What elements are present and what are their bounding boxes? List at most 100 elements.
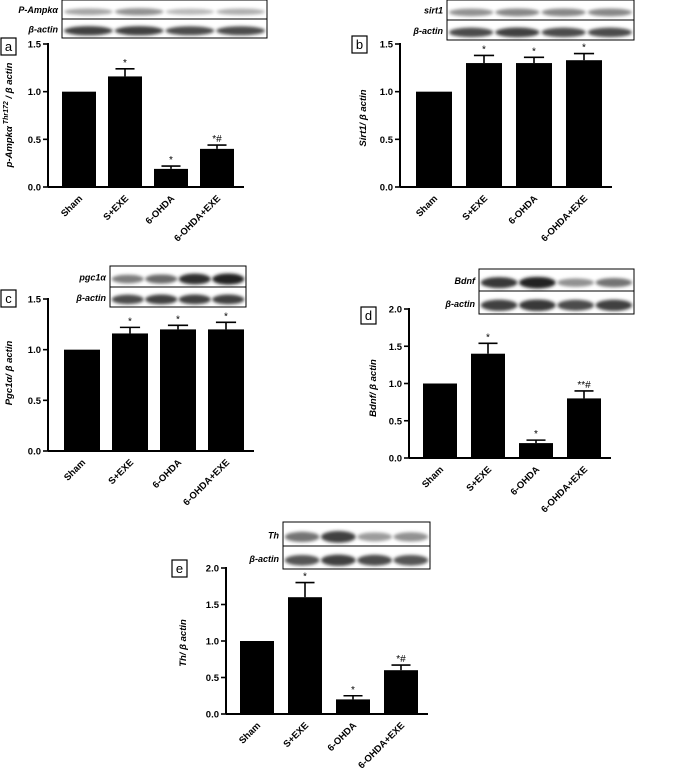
x-tick-label: 6-OHDA <box>507 193 541 227</box>
blot-label-target: P-Ampkα <box>18 5 58 15</box>
blot-band <box>519 276 556 289</box>
blot-band <box>495 27 540 38</box>
blot-label-actin: β-actin <box>248 554 279 564</box>
x-tick-label: S+EXE <box>106 457 136 487</box>
blot-band <box>448 27 494 38</box>
blot-band <box>165 8 215 15</box>
bar-6-ohda <box>336 699 370 714</box>
blot-band <box>495 8 540 17</box>
western-blot-a: P-Ampkα β-actin <box>18 0 268 39</box>
blot-band <box>541 27 586 38</box>
bar-6-ohda-exe <box>566 60 602 187</box>
y-tick-label: 0.0 <box>380 183 393 194</box>
blot-band <box>320 554 356 566</box>
blot-band <box>480 299 518 311</box>
blot-label-actin: β-actin <box>412 26 443 36</box>
blot-band <box>320 531 356 543</box>
bar-s-exe <box>466 63 502 187</box>
bar-6-ohda <box>154 168 188 187</box>
blot-band <box>595 277 633 288</box>
significance-marker: *# <box>212 134 222 145</box>
y-tick-label: 0.0 <box>389 454 402 465</box>
blot-band <box>178 294 211 305</box>
axes-e: 0.0 0.5 1.0 1.5 2.0 Th/ β actin <box>178 564 428 721</box>
panel-b: sirt1 β-actin b 0.0 0.5 1.0 1.5 Sirt1/ β actin S… <box>351 0 635 244</box>
blot-band <box>284 554 320 566</box>
svg-text:c: c <box>5 291 12 306</box>
blot-label-target: Bdnf <box>455 276 476 286</box>
x-tick-label: 6-OHDA <box>326 720 360 754</box>
bar-s-exe <box>288 597 322 714</box>
y-axis-label: Pgc1α/ β actin <box>4 341 15 406</box>
y-axis-label: p-Ampkα Thr172 / β actin <box>3 62 15 168</box>
significance-marker: * <box>534 429 538 440</box>
y-tick-label: 2.0 <box>389 305 402 316</box>
significance-marker: * <box>169 155 173 166</box>
svg-text:e: e <box>176 561 183 576</box>
y-tick-label: 1.0 <box>28 345 41 356</box>
x-tick-label: Sham <box>420 464 446 490</box>
svg-text:b: b <box>356 37 363 52</box>
panel-c: pgc1α β-actin c 0.0 0.5 1.0 1.5 Pgc1α/ β actin S… <box>0 265 254 508</box>
bar-6-ohda-exe <box>208 329 244 451</box>
x-tick-label: 6-OHDA <box>144 193 178 227</box>
blot-band <box>114 8 164 16</box>
y-axis-label: Th/ β actin <box>178 619 189 667</box>
y-tick-label: 0.5 <box>206 673 220 684</box>
significance-marker: * <box>582 43 586 54</box>
bar-6-ohda <box>160 329 196 451</box>
significance-marker: * <box>486 332 490 343</box>
y-tick-label: 0.5 <box>380 135 394 146</box>
blot-band <box>519 299 556 312</box>
blot-band <box>114 26 164 36</box>
y-tick-label: 1.5 <box>28 40 42 51</box>
svg-text:a: a <box>5 39 13 54</box>
blot-band <box>357 532 393 542</box>
blot-band <box>64 26 113 36</box>
x-tick-label: Sham <box>414 193 440 219</box>
bar-6-ohda <box>519 443 553 458</box>
bar-s-exe <box>471 353 505 458</box>
significance-marker: * <box>176 314 180 325</box>
panel-letter-a: a <box>0 37 17 56</box>
blot-band <box>111 294 144 305</box>
bar-sham <box>423 383 457 458</box>
western-blot-d: Bdnf β-actin <box>444 268 635 315</box>
y-tick-label: 0.0 <box>206 710 219 721</box>
blot-band <box>216 26 265 36</box>
blot-label-actin: β-actin <box>27 24 58 34</box>
blot-band <box>448 8 494 17</box>
y-tick-label: 1.0 <box>206 637 219 648</box>
significance-marker: *# <box>396 654 406 665</box>
bar-6-ohda-exe <box>567 398 601 458</box>
y-axis-label: Sirt1/ β actin <box>358 89 369 146</box>
y-tick-label: 1.0 <box>28 87 41 98</box>
y-axis-label: Bdnf/ β actin <box>368 359 379 417</box>
blot-band <box>216 8 265 16</box>
bar-sham <box>416 91 452 187</box>
blot-band <box>587 27 633 38</box>
y-tick-label: 1.0 <box>380 87 393 98</box>
x-tick-label: 6-OHDA+EXE <box>539 464 590 515</box>
blot-label-actin: β-actin <box>444 299 475 309</box>
bar-6-ohda-exe <box>200 148 234 187</box>
y-tick-label: 1.5 <box>206 600 220 611</box>
blot-band <box>178 273 211 285</box>
panel-a: P-Ampkα β-actin a 0.0 0.5 1.0 1.5 p-Ampkα Thr17… <box>0 0 268 244</box>
x-tick-label: S+EXE <box>281 720 311 750</box>
svg-text:d: d <box>365 308 372 323</box>
bar-6-ohda-exe <box>384 670 418 714</box>
x-tick-label: S+EXE <box>460 193 490 223</box>
x-tick-label: 6-OHDA+EXE <box>539 193 590 244</box>
blot-band <box>557 299 594 311</box>
significance-marker: * <box>303 572 307 583</box>
blot-label-target: pgc1α <box>78 272 106 282</box>
blot-band <box>165 26 215 36</box>
y-tick-label: 0.0 <box>28 447 41 458</box>
blot-band <box>212 273 245 285</box>
panel-letter-c: c <box>0 289 17 308</box>
x-tick-label: Sham <box>237 720 263 746</box>
y-tick-label: 0.5 <box>28 396 42 407</box>
